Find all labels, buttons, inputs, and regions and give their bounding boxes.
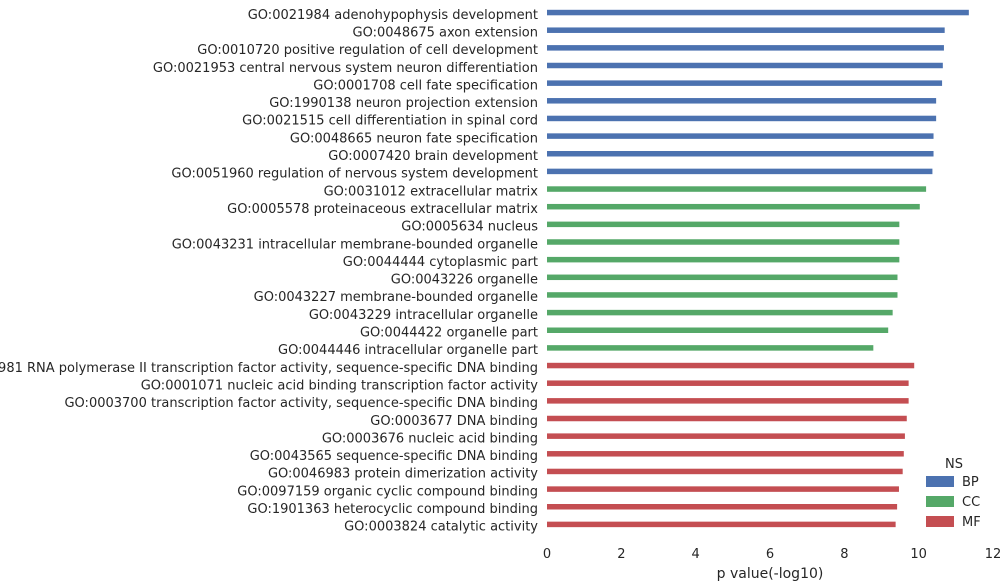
- bar-bp: [547, 62, 943, 69]
- category-label: GO:0005578 proteinaceous extracellular m…: [227, 202, 538, 217]
- bar-cc: [547, 186, 927, 192]
- bar-mf: [547, 521, 896, 528]
- bar-mf: [547, 433, 905, 439]
- bar-cc: [547, 309, 893, 316]
- x-tick-label: 0: [543, 547, 551, 562]
- bar-cc: [547, 203, 920, 210]
- bar-bp: [547, 133, 934, 139]
- bar-cc: [547, 239, 900, 245]
- x-tick-label: 6: [766, 547, 774, 562]
- bar-mf: [547, 362, 915, 369]
- category-label: GO:0097159 organic cyclic compound bindi…: [237, 484, 538, 499]
- bar-bp: [547, 115, 937, 122]
- legend-label-mf: MF: [962, 515, 981, 530]
- bar-cc: [547, 256, 900, 263]
- bar-mf: [547, 415, 907, 422]
- category-label: GO:0046983 protein dimerization activity: [268, 467, 538, 482]
- bar-bp: [547, 151, 934, 157]
- bar-bp: [547, 98, 937, 104]
- category-label: GO:0021984 adenohypophysis development: [248, 8, 538, 23]
- x-tick-label: 12: [985, 547, 1002, 562]
- x-tick-label: 2: [617, 547, 625, 562]
- category-label: GO:0043226 organelle: [391, 273, 538, 288]
- bar-mf: [547, 380, 909, 386]
- bar-bp: [547, 45, 944, 51]
- bar-cc: [547, 345, 874, 351]
- bar-mf: [547, 486, 899, 492]
- legend-label-cc: CC: [962, 495, 980, 510]
- category-label: GO:0048675 axon extension: [353, 25, 538, 40]
- category-label: GO:1990138 neuron projection extension: [269, 96, 538, 111]
- x-axis-label: p value(-log10): [717, 566, 824, 582]
- category-label: GO:0003677 DNA binding: [370, 414, 538, 429]
- category-label: GO:0003824 catalytic activity: [344, 520, 538, 535]
- x-tick-label: 8: [840, 547, 848, 562]
- legend-swatch-cc: [926, 496, 954, 507]
- category-label: GO:0021953 central nervous system neuron…: [153, 61, 538, 76]
- category-label: GO:0010720 positive regulation of cell d…: [197, 43, 538, 58]
- bar-mf: [547, 504, 898, 510]
- bar-bp: [547, 27, 945, 33]
- legend: NS BP CC MF: [926, 457, 981, 530]
- category-label: GO:0021515 cell differentiation in spina…: [242, 114, 538, 129]
- x-tick-label: 10: [910, 547, 927, 562]
- category-label: GO:1901363 heterocyclic compound binding: [247, 502, 538, 517]
- x-tick-label: 4: [692, 547, 700, 562]
- bar-cc: [547, 292, 898, 298]
- category-label: GO:0003700 transcription factor activity…: [64, 396, 538, 411]
- bar-mf: [547, 451, 904, 457]
- category-label: GO:0003676 nucleic acid binding: [322, 431, 538, 446]
- legend-label-bp: BP: [962, 475, 979, 490]
- bar-bp: [547, 80, 943, 86]
- category-label: GO:0043229 intracellular organelle: [309, 308, 538, 323]
- category-label: GO:0007420 brain development: [328, 149, 538, 164]
- legend-swatch-bp: [926, 476, 954, 487]
- bar-bp: [547, 9, 969, 16]
- bar-mf: [547, 398, 909, 404]
- category-label: GO:0031012 extracellular matrix: [324, 184, 539, 199]
- legend-title: NS: [945, 457, 963, 472]
- bar-cc: [547, 221, 900, 228]
- bars-group: [547, 9, 969, 528]
- bar-cc: [547, 327, 889, 333]
- category-label: GO:0043565 sequence-specific DNA binding: [250, 449, 538, 464]
- category-label: GO:0048665 neuron fate specification: [290, 131, 538, 146]
- category-label: GO:0001708 cell fate specification: [313, 78, 538, 93]
- bar-cc: [547, 274, 898, 281]
- bar-mf: [547, 468, 903, 475]
- bar-bp: [547, 168, 933, 175]
- category-labels-group: GO:0021984 adenohypophysis development GO…: [0, 8, 538, 535]
- category-label: GO:0001071 nucleic acid binding transcri…: [141, 378, 539, 393]
- category-label: GO:0043231 intracellular membrane-bounde…: [172, 237, 538, 252]
- x-axis-ticks-group: 0 2 4 6 8 10 12: [543, 547, 1001, 562]
- category-label: GO:0005634 nucleus: [401, 220, 538, 235]
- category-label: GO:0044446 intracellular organelle part: [278, 343, 538, 358]
- category-label: GO:0044422 organelle part: [360, 326, 538, 341]
- category-label: GO:0044444 cytoplasmic part: [343, 255, 538, 270]
- category-label: GO:0043227 membrane-bounded organelle: [254, 290, 538, 305]
- legend-swatch-mf: [926, 516, 954, 527]
- category-label: GO:0051960 regulation of nervous system …: [171, 167, 538, 182]
- category-label: GO:0000981 RNA polymerase II transcripti…: [0, 361, 538, 376]
